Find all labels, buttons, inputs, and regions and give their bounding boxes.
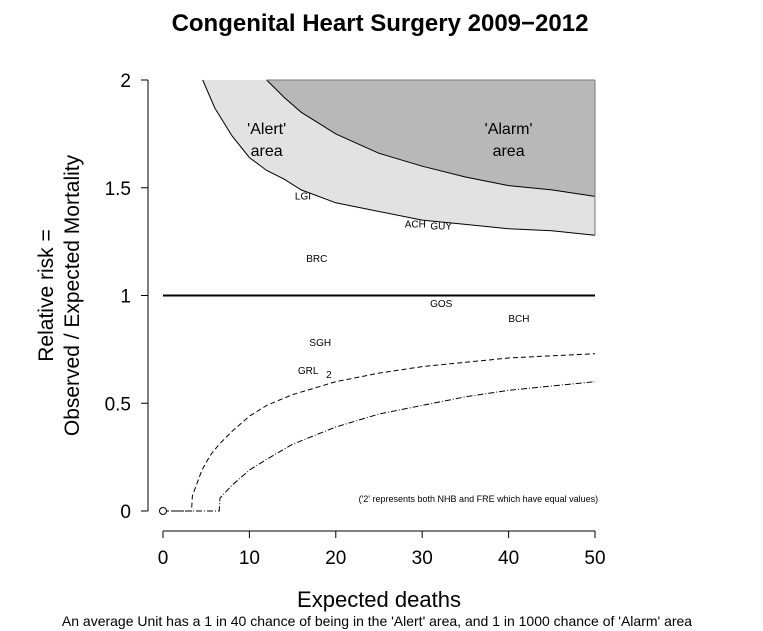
x-tick-label: 30	[412, 548, 433, 569]
reference-lines	[163, 79, 596, 512]
data-point-label: GUY	[430, 222, 452, 233]
data-point-label: LGI	[295, 191, 311, 202]
x-tick-label: 40	[498, 548, 519, 569]
lower-limit-dashed	[163, 353, 596, 512]
open-point	[159, 507, 167, 515]
alarm-area-label-line: area	[493, 143, 525, 160]
alarm-area-label-line: 'Alarm'	[485, 121, 533, 138]
data-point-label: GOS	[430, 299, 453, 310]
annotation: ('2' represents both NHB and FRE which h…	[359, 494, 599, 504]
alert-area-label-line: area	[251, 143, 283, 160]
data-point-label: SGH	[309, 338, 331, 349]
alert-area-label-line: 'Alert'	[247, 121, 286, 138]
footer-note: An average Unit has a 1 in 40 chance of …	[62, 613, 692, 629]
y-tick-label: 1.5	[105, 179, 131, 200]
x-tick-label: 0	[158, 548, 169, 569]
axes: 0 10 20 30 40 50 0 0.5 1 1.5 2	[105, 71, 606, 569]
data-point-label: 2	[326, 370, 332, 381]
x-tick-label: 50	[584, 548, 605, 569]
y-axis-label-line: Relative risk =	[35, 229, 58, 361]
data-point-label: BRC	[306, 254, 327, 265]
data-points: LGI ACH GUY BRC GOS BCH SGH GRL 2	[159, 191, 530, 515]
chart-text: 'Alert' area 'Alarm' area ('2' represents bo…	[35, 10, 692, 629]
x-tick-label: 20	[325, 548, 346, 569]
alert-curve	[202, 79, 596, 236]
y-axis-label-line: Observed / Expected Mortality	[61, 154, 84, 436]
y-tick-label: 0	[120, 502, 131, 523]
x-tick-label: 10	[239, 548, 260, 569]
x-axis-label: Expected deaths	[297, 587, 461, 612]
y-tick-label: 2	[120, 71, 131, 92]
risk-regions	[202, 80, 595, 236]
lower-limit-dotdash	[163, 381, 596, 512]
data-point-label: GRL	[298, 366, 319, 377]
alarm-region	[266, 80, 595, 197]
alarm-area-label: 'Alarm' area	[485, 121, 533, 160]
data-point-label: BCH	[508, 314, 529, 325]
chart-title: Congenital Heart Surgery 2009−2012	[172, 10, 589, 37]
alert-area-label: 'Alert' area	[247, 121, 286, 160]
y-tick-label: 0.5	[105, 394, 131, 415]
data-point-label: ACH	[405, 219, 426, 230]
alarm-curve	[266, 79, 596, 197]
y-tick-label: 1	[120, 287, 131, 308]
